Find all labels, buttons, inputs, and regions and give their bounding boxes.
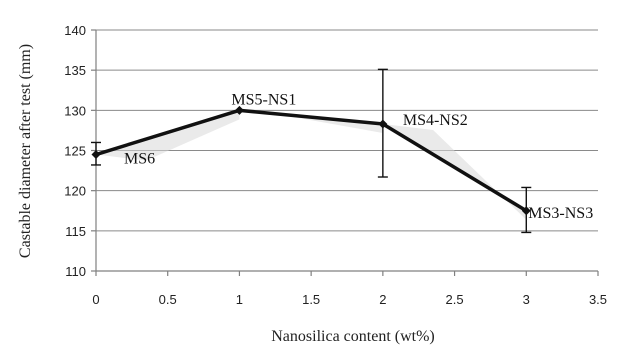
series-line: [95, 108, 528, 213]
x-tick-label: 0: [92, 292, 99, 307]
data-points: [91, 105, 531, 216]
y-tick-label: 125: [64, 144, 86, 159]
x-tick-labels: 0 0.5 1 1.5 2 2.5 3 3.5: [92, 271, 607, 307]
x-tick-label: 2.5: [446, 292, 464, 307]
x-tick-label: 0.5: [159, 292, 177, 307]
y-tick-label: 140: [64, 23, 86, 38]
y-tick-label: 110: [65, 264, 86, 279]
x-axis-title: Nanosilica content (wt%): [271, 328, 435, 345]
x-tick-label: 3.5: [589, 292, 607, 307]
y-tick-label: 115: [65, 224, 86, 239]
y-tick-label: 130: [64, 103, 86, 118]
point-labels: MS6 MS5-NS1 MS4-NS2 MS3-NS3: [124, 91, 593, 221]
y-tick-label: 135: [64, 63, 86, 78]
point-label-0: MS6: [124, 151, 155, 168]
point-label-1: MS5-NS1: [231, 91, 296, 108]
y-tick-labels: 110 115 120 125 130 135 140: [64, 23, 96, 279]
data-point-2: [378, 119, 388, 129]
x-tick-label: 1.5: [302, 292, 320, 307]
series-polyline: [95, 108, 528, 213]
grid-lines: [96, 29, 598, 232]
data-point-1: [234, 105, 244, 115]
data-point-3: [521, 206, 531, 216]
point-label-3: MS3-NS3: [528, 205, 593, 222]
x-tick-label: 1: [236, 292, 243, 307]
x-tick-label: 2: [379, 292, 386, 307]
y-axis-title: Castable diameter after test (mm): [17, 44, 34, 258]
data-point-0: [91, 150, 101, 160]
y-tick-label: 120: [64, 184, 86, 199]
x-tick-label: 3: [523, 292, 530, 307]
point-label-2: MS4-NS2: [403, 112, 468, 129]
